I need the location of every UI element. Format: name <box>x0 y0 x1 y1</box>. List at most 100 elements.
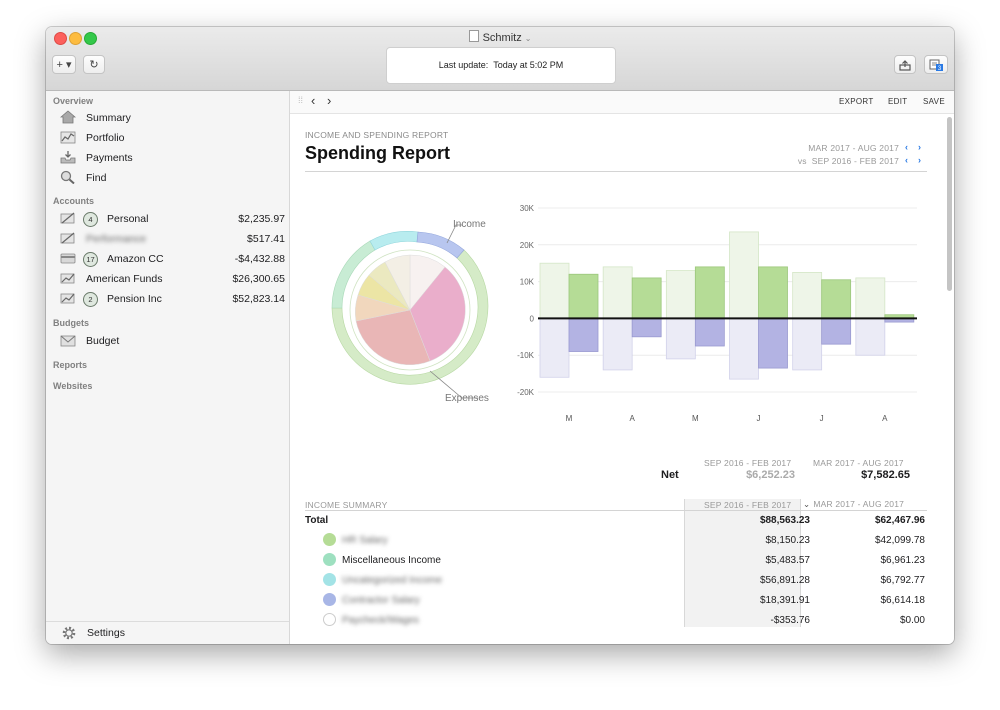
table-row[interactable]: Paycheck/Wages -$353.76 $0.00 <box>305 610 927 630</box>
income-label: Income <box>453 219 486 230</box>
donut-ring-income-3 <box>416 231 465 259</box>
websites-heading[interactable]: Websites <box>53 381 93 391</box>
table-row[interactable]: Contractor Salary $18,391.91 $6,614.18 <box>305 590 927 610</box>
chart-icon <box>60 131 76 144</box>
income-expenses-donut[interactable] <box>310 203 510 423</box>
status-panel: Last update: Today at 5:02 PM <box>386 47 616 84</box>
compare-next-icon[interactable]: › <box>918 155 921 165</box>
sidebar-account-amazon-cc[interactable]: 17 Amazon CC -$4,432.88 <box>46 249 289 269</box>
bar-income-prev <box>729 231 759 319</box>
income-spending-bar-chart[interactable]: 30K 20K 10K 0 -10K -20K M A M J J A <box>512 203 932 433</box>
window-title[interactable]: Schmitz ⌄ <box>46 30 954 44</box>
expenses-leader-line <box>429 370 478 399</box>
chevron-down-icon: ⌄ <box>524 34 532 43</box>
y-tick-label: 10K <box>520 278 535 287</box>
sidebar-item-portfolio[interactable]: Portfolio <box>46 128 289 148</box>
sidebar-account-american-funds[interactable]: American Funds $26,300.65 <box>46 269 289 289</box>
account-slash-icon <box>60 232 75 244</box>
bar-income-prev <box>855 277 886 319</box>
x-tick-label: M <box>566 414 573 423</box>
table-row[interactable]: Miscellaneous Income $5,483.57 $6,961.23 <box>305 550 927 570</box>
income-leader-line <box>446 224 462 244</box>
bar-income-current <box>694 266 725 319</box>
credit-card-icon <box>60 253 76 264</box>
save-button[interactable]: SAVE <box>923 97 945 106</box>
bar-expense-prev <box>665 318 696 360</box>
sidebar-item-payments[interactable]: Payments <box>46 148 289 168</box>
document-icon <box>468 30 479 42</box>
bar-income-current <box>821 279 852 319</box>
sidebar-item-budget[interactable]: Budget <box>46 331 289 351</box>
y-tick-label: 30K <box>520 204 535 213</box>
add-menu-button[interactable]: + ▾ <box>52 55 76 74</box>
category-color-dot <box>323 613 336 626</box>
refresh-button[interactable]: ↻ <box>83 55 105 74</box>
income-summary-header: INCOME SUMMARY <box>305 500 388 510</box>
sidebar-account-performance[interactable]: Performance $517.41 <box>46 229 289 249</box>
compare-prev-icon[interactable]: ‹ <box>905 155 908 165</box>
table-row[interactable]: Uncategorized Income $56,891.28 $6,792.7… <box>305 570 927 590</box>
drag-handle-icon[interactable]: ⁞⁞ <box>298 95 304 105</box>
sidebar-item-summary[interactable]: Summary <box>46 108 289 128</box>
donut-ring-income-2 <box>369 231 419 251</box>
share-button[interactable] <box>894 55 916 74</box>
export-button[interactable]: EXPORT <box>839 97 874 106</box>
sidebar: Overview Summary Portfolio Payments Find… <box>46 91 290 644</box>
sidebar-account-pension-inc[interactable]: 2 Pension Inc $52,823.14 <box>46 289 289 309</box>
bar-expense-prev <box>855 318 886 356</box>
budgets-heading: Budgets <box>53 318 89 328</box>
forward-arrow-icon[interactable]: › <box>327 93 332 108</box>
bar-expense-prev <box>539 318 570 378</box>
table-row-total[interactable]: Total $88,563.23 $62,467.96 <box>305 515 925 526</box>
edit-button[interactable]: EDIT <box>888 97 908 106</box>
bar-income-prev <box>792 272 823 319</box>
settings-button[interactable]: Settings <box>46 621 289 644</box>
unread-badge: 4 <box>83 212 98 227</box>
x-tick-label: J <box>757 414 761 423</box>
current-range[interactable]: MAR 2017 - AUG 2017 <box>808 143 899 153</box>
reports-heading[interactable]: Reports <box>53 360 88 370</box>
close-window-button[interactable] <box>54 32 67 45</box>
zoom-window-button[interactable] <box>84 32 97 45</box>
col-prev-header[interactable]: SEP 2016 - FEB 2017 <box>704 500 792 510</box>
range-next-icon[interactable]: › <box>918 142 921 152</box>
magnifier-icon <box>60 170 75 184</box>
category-color-dot <box>323 573 336 586</box>
bar-income-current <box>568 273 599 319</box>
range-prev-icon[interactable]: ‹ <box>905 142 908 152</box>
accounts-heading: Accounts <box>53 196 95 206</box>
net-prev-header: SEP 2016 - FEB 2017 <box>704 458 792 468</box>
calendar-icon: 3 <box>929 59 943 72</box>
settings-label: Settings <box>87 627 125 639</box>
sidebar-item-find[interactable]: Find <box>46 168 289 188</box>
svg-text:3: 3 <box>938 66 942 71</box>
unread-badge: 2 <box>83 292 98 307</box>
col-cur-header[interactable]: ⌄ MAR 2017 - AUG 2017 <box>803 499 905 509</box>
bar-expense-current <box>694 318 725 347</box>
minimize-window-button[interactable] <box>69 32 82 45</box>
scrollbar[interactable] <box>947 117 952 291</box>
report-type-label: INCOME AND SPENDING REPORT <box>305 130 449 140</box>
bar-income-current <box>758 266 788 319</box>
expenses-label: Expenses <box>445 393 489 404</box>
y-tick-label: 20K <box>520 241 535 250</box>
table-row[interactable]: HR Salary $8,150.23 $42,099.78 <box>305 530 927 550</box>
y-tick-label: 0 <box>530 314 535 323</box>
back-arrow-icon[interactable]: ‹ <box>311 93 316 108</box>
status-label: Last update: <box>438 60 489 70</box>
bar-expense-current <box>758 318 788 369</box>
bar-income-prev <box>602 266 633 319</box>
share-icon <box>899 60 911 71</box>
sidebar-account-personal[interactable]: 4 Personal $2,235.97 <box>46 209 289 229</box>
net-cur-value: $7,582.65 <box>861 469 910 481</box>
bar-expense-current <box>568 318 599 352</box>
bar-expense-prev <box>602 318 633 371</box>
investment-icon <box>60 293 75 304</box>
budget-envelope-icon <box>60 335 76 347</box>
calendar-button[interactable]: 3 <box>924 55 948 74</box>
compare-range[interactable]: vs SEP 2016 - FEB 2017 <box>797 156 899 166</box>
y-tick-label: -10K <box>517 351 535 360</box>
x-tick-label: A <box>629 414 635 423</box>
pie-slice-2 <box>409 266 466 362</box>
inbox-tray-icon <box>60 151 76 164</box>
